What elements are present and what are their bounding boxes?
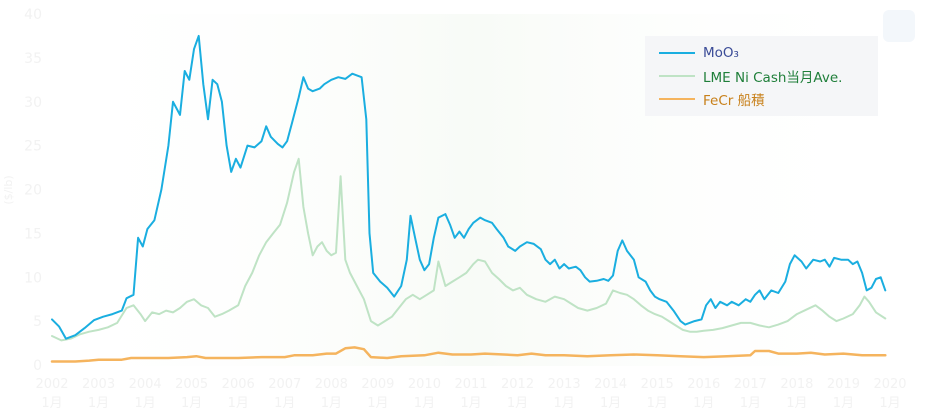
legend-label-moo3: MoO₃ bbox=[703, 45, 739, 61]
x-tick-year: 2011 bbox=[454, 377, 487, 392]
x-tick-year: 2013 bbox=[548, 377, 581, 392]
legend-label-fecr: FeCr 船積 bbox=[703, 93, 765, 109]
x-tick-year: 2017 bbox=[734, 377, 767, 392]
x-tick-year: 2020 bbox=[873, 377, 906, 392]
x-tick-year: 2005 bbox=[175, 377, 208, 392]
x-tick-month: 1月 bbox=[693, 396, 714, 411]
x-tick-month: 1月 bbox=[41, 396, 62, 411]
legend: MoO₃ LME Ni Cash当月Ave. FeCr 船積 bbox=[645, 36, 878, 116]
x-tick-year: 2014 bbox=[594, 377, 627, 392]
y-tick-label: 20 bbox=[24, 183, 42, 199]
x-tick-month: 1月 bbox=[88, 396, 109, 411]
x-tick-month: 1月 bbox=[647, 396, 668, 411]
corner-decoration bbox=[883, 10, 915, 42]
y-axis-label: ($/lb) bbox=[2, 175, 15, 204]
x-tick-month: 1月 bbox=[507, 396, 528, 411]
y-axis-ticks: 0 5 10 15 20 25 30 35 40 bbox=[24, 7, 42, 374]
series-line-moo3 bbox=[51, 34, 887, 340]
x-tick-month: 1月 bbox=[553, 396, 574, 411]
x-tick-month: 1月 bbox=[740, 396, 761, 411]
x-tick-year: 2010 bbox=[408, 377, 441, 392]
x-tick-month: 1月 bbox=[786, 396, 807, 411]
legend-swatch-moo3 bbox=[659, 52, 695, 54]
x-tick-year: 2007 bbox=[268, 377, 301, 392]
x-tick-month: 1月 bbox=[274, 396, 295, 411]
x-tick-year: 2018 bbox=[780, 377, 813, 392]
legend-item-moo3: MoO₃ bbox=[659, 42, 739, 64]
x-tick-month: 1月 bbox=[367, 396, 388, 411]
x-tick-month: 1月 bbox=[134, 396, 155, 411]
x-tick-year: 2019 bbox=[827, 377, 860, 392]
y-tick-label: 30 bbox=[24, 95, 42, 111]
x-tick-month: 1月 bbox=[879, 396, 900, 411]
series-line-fecr bbox=[50, 346, 887, 363]
legend-item-lme-ni: LME Ni Cash当月Ave. bbox=[659, 65, 842, 87]
x-tick-year: 2003 bbox=[82, 377, 115, 392]
legend-swatch-lme-ni bbox=[659, 75, 695, 77]
series-layer bbox=[50, 34, 887, 363]
legend-item-fecr: FeCr 船積 bbox=[659, 88, 765, 110]
y-tick-label: 15 bbox=[24, 226, 42, 242]
x-tick-month: 1月 bbox=[321, 396, 342, 411]
x-tick-year: 2012 bbox=[501, 377, 534, 392]
y-tick-label: 40 bbox=[24, 7, 42, 23]
x-tick-year: 2006 bbox=[222, 377, 255, 392]
y-tick-label: 5 bbox=[33, 314, 42, 330]
legend-label-lme-ni: LME Ni Cash当月Ave. bbox=[703, 70, 843, 86]
x-tick-month: 1月 bbox=[414, 396, 435, 411]
x-tick-year: 2004 bbox=[129, 377, 162, 392]
x-axis-ticks: 2002 1月 2003 1月 2004 1月 2005 1月 2006 1月 2007 1月 2008… bbox=[35, 377, 906, 411]
series-line-lme-ni bbox=[51, 157, 887, 342]
x-tick-year: 2009 bbox=[361, 377, 394, 392]
x-tick-year: 2002 bbox=[35, 377, 68, 392]
y-tick-label: 0 bbox=[33, 358, 42, 374]
x-tick-month: 1月 bbox=[833, 396, 854, 411]
x-tick-month: 1月 bbox=[228, 396, 249, 411]
y-tick-label: 10 bbox=[24, 270, 42, 286]
y-tick-label: 25 bbox=[24, 139, 42, 155]
y-tick-label: 35 bbox=[24, 51, 42, 67]
legend-swatch-fecr bbox=[659, 98, 695, 100]
x-tick-month: 1月 bbox=[181, 396, 202, 411]
x-tick-year: 2008 bbox=[315, 377, 348, 392]
x-tick-month: 1月 bbox=[600, 396, 621, 411]
x-tick-year: 2015 bbox=[641, 377, 674, 392]
x-tick-month: 1月 bbox=[460, 396, 481, 411]
x-tick-year: 2016 bbox=[687, 377, 720, 392]
